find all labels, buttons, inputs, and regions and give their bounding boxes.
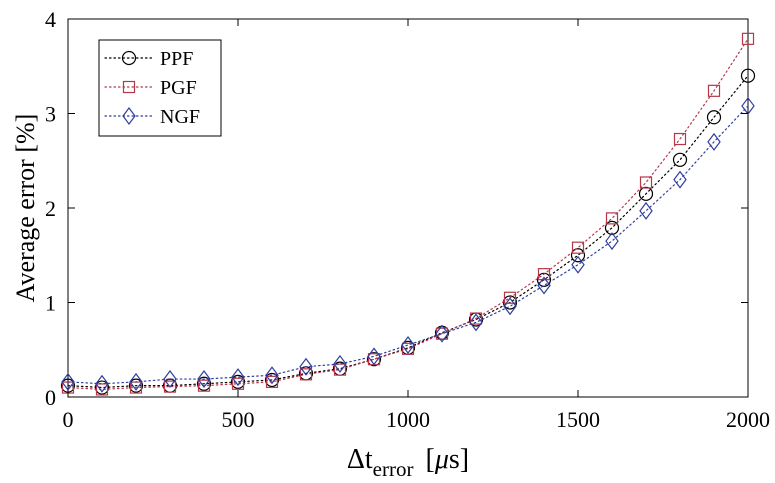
x-tick-label: 500 bbox=[222, 407, 255, 432]
data-point-pgf bbox=[231, 377, 245, 390]
x-axis-label-sub: error bbox=[373, 457, 414, 481]
data-point-ngf bbox=[435, 324, 449, 343]
x-axis-label-unit-rest: s] bbox=[449, 444, 469, 475]
data-point-ngf bbox=[707, 132, 721, 151]
x-tick-label: 0 bbox=[63, 407, 74, 432]
data-point-pgf bbox=[639, 176, 653, 189]
series-line-ngf bbox=[67, 105, 749, 385]
data-point-pgf bbox=[265, 375, 279, 388]
data-point-pgf bbox=[537, 268, 551, 281]
data-point-ngf bbox=[469, 313, 483, 332]
y-tick-label: 3 bbox=[45, 102, 56, 127]
x-tick-label: 1000 bbox=[386, 407, 430, 432]
legend-marker-ngf bbox=[122, 107, 136, 125]
data-point-ngf bbox=[95, 374, 109, 393]
data-point-pgf bbox=[673, 132, 687, 146]
x-tick-label: 2000 bbox=[726, 407, 770, 432]
data-point-pgf bbox=[605, 212, 619, 225]
series-group bbox=[60, 32, 756, 396]
data-point-pgf bbox=[571, 241, 585, 254]
data-point-pgf bbox=[95, 383, 109, 396]
data-point-pgf bbox=[299, 368, 313, 381]
series-line-pgf bbox=[67, 38, 749, 391]
y-tick-label: 2 bbox=[45, 196, 56, 221]
data-point-ppf bbox=[536, 272, 552, 287]
legend-items: PPF PGF NGF bbox=[104, 48, 200, 128]
data-point-ngf bbox=[129, 372, 143, 391]
data-point-ngf bbox=[605, 232, 619, 251]
data-point-ppf bbox=[94, 380, 110, 395]
legend-marker-ppf bbox=[121, 50, 137, 66]
data-point-ppf bbox=[740, 68, 756, 83]
data-point-ngf bbox=[503, 297, 517, 316]
data-point-ngf bbox=[673, 170, 687, 189]
legend-marker-pgf bbox=[122, 80, 136, 94]
data-point-ppf bbox=[128, 378, 144, 393]
data-point-ppf bbox=[638, 186, 654, 201]
legend-label-pgf: PGF bbox=[160, 77, 197, 99]
legend-item-ngf: NGF bbox=[104, 106, 200, 128]
data-point-ppf bbox=[570, 248, 586, 263]
data-point-ngf bbox=[639, 201, 653, 220]
legend-label-ppf: PPF bbox=[160, 48, 193, 70]
legend-item-ppf: PPF bbox=[104, 48, 193, 70]
series-pgf bbox=[61, 32, 755, 396]
legend-label-ngf: NGF bbox=[160, 106, 200, 128]
data-point-pgf bbox=[469, 312, 483, 325]
data-point-ppf bbox=[196, 376, 212, 391]
data-point-pgf bbox=[503, 291, 517, 304]
data-point-ngf bbox=[231, 368, 245, 387]
legend-item-pgf: PGF bbox=[104, 77, 197, 99]
legend: PPF PGF NGF bbox=[98, 39, 222, 137]
y-tick-label: 0 bbox=[45, 385, 56, 410]
data-point-ngf bbox=[333, 354, 347, 373]
data-point-ppf bbox=[230, 374, 246, 389]
x-axis-label-unit-mu: μ bbox=[434, 444, 449, 475]
y-axis-label: Average error [%] bbox=[11, 114, 40, 303]
data-point-ngf bbox=[61, 372, 75, 391]
x-axis-label-main: Δt bbox=[347, 444, 373, 475]
data-point-ppf bbox=[604, 220, 620, 235]
data-point-ngf bbox=[571, 255, 585, 274]
y-tick-label: 1 bbox=[45, 291, 56, 316]
data-point-ngf bbox=[299, 357, 313, 376]
data-point-ngf bbox=[163, 370, 177, 389]
data-point-ngf bbox=[401, 336, 415, 355]
data-point-ppf bbox=[264, 372, 280, 388]
data-point-pgf bbox=[163, 380, 177, 393]
x-axis-label-unit-open: [ bbox=[425, 444, 434, 475]
data-point-ngf bbox=[537, 276, 551, 295]
x-axis-label: Δterror [μs] bbox=[347, 444, 469, 481]
data-point-ngf bbox=[367, 347, 381, 366]
legend-box bbox=[98, 39, 222, 137]
data-point-pgf bbox=[741, 32, 755, 45]
data-point-ppf bbox=[672, 152, 688, 167]
data-point-pgf bbox=[707, 84, 721, 97]
data-point-ppf bbox=[366, 352, 382, 367]
series-ngf bbox=[61, 96, 755, 393]
y-tick-label: 4 bbox=[45, 7, 56, 32]
x-tick-label: 1500 bbox=[556, 407, 600, 432]
data-point-ngf bbox=[265, 366, 279, 385]
series-line-ppf bbox=[67, 75, 749, 389]
data-point-ngf bbox=[197, 370, 211, 389]
ticks-group: 0 500 1000 1500 2000 0 1 2 3 4 bbox=[45, 7, 770, 432]
series-ppf bbox=[60, 68, 756, 395]
data-point-pgf bbox=[401, 342, 415, 355]
data-point-pgf bbox=[333, 363, 347, 376]
data-point-pgf bbox=[197, 379, 211, 392]
data-point-ppf bbox=[706, 110, 722, 125]
